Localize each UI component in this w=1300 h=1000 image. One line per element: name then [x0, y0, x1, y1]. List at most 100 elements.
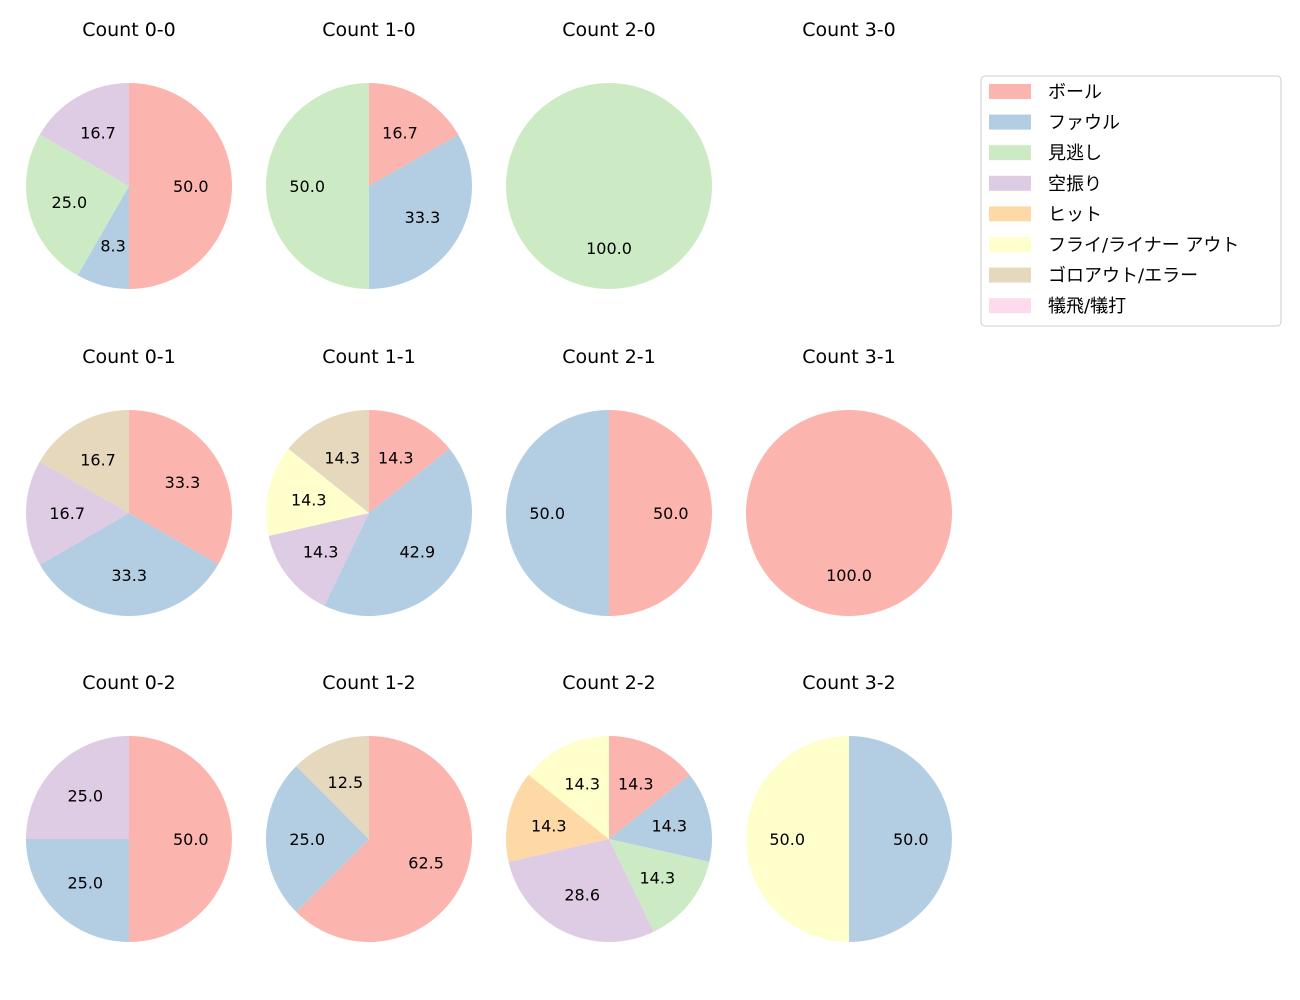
legend-swatch: [989, 114, 1031, 130]
slice-value-label: 33.3: [165, 473, 201, 492]
legend-label: 空振り: [1048, 174, 1102, 195]
pie-title: Count 1-2: [322, 672, 416, 694]
pie-count-0-1: Count 0-1 33.3 33.3 16.7 16.7: [26, 346, 232, 616]
slice-value-label: 28.6: [564, 886, 600, 905]
slice-value-label: 50.0: [173, 177, 209, 196]
slice-value-label: 50.0: [653, 504, 689, 523]
pie-slice: [324, 448, 473, 617]
pie-title: Count 2-2: [562, 672, 656, 694]
slice-value-label: 50.0: [289, 177, 325, 196]
slice-value-label: 50.0: [529, 504, 565, 523]
pie-slice: [39, 83, 129, 186]
slice-value-label: 14.3: [651, 816, 687, 835]
pie-slice: [266, 766, 369, 912]
pie-title: Count 0-1: [82, 346, 176, 368]
pie-title: Count 1-0: [322, 19, 416, 41]
pie-slice: [129, 736, 232, 942]
pie-count-1-1: Count 1-1 14.3 42.9 14.3 14.3 14.3: [265, 346, 473, 617]
slice-value-label: 42.9: [400, 543, 436, 562]
pie-count-1-2: Count 1-2 62.5 25.0 12.5: [266, 672, 473, 943]
pie-slice: [369, 410, 450, 513]
legend-label: フライ/ライナー アウト: [1048, 235, 1239, 256]
slice-value-label: 100.0: [826, 566, 872, 585]
pie-slice: [40, 513, 219, 616]
legend-label: ヒット: [1048, 204, 1102, 225]
pie-count-1-0: Count 1-0 16.7 33.3 50.0: [266, 19, 472, 289]
pie-slice: [746, 736, 849, 942]
slice-value-label: 16.7: [80, 124, 116, 143]
pie-slice: [369, 83, 459, 186]
pie-slice: [296, 736, 369, 839]
legend-item: 見逃し: [989, 143, 1102, 164]
pie-count-2-0: Count 2-0 100.0: [506, 19, 712, 289]
legend-item: ヒット: [989, 204, 1102, 225]
pie-slice: [508, 839, 654, 943]
pie-slice: [288, 410, 369, 513]
pie-title: Count 3-0: [802, 19, 896, 41]
pie-slice: [528, 736, 609, 839]
legend-swatch: [989, 145, 1031, 161]
pie-count-2-2: Count 2-2 14.3 14.3 14.3 28.6 14.3 14.3: [505, 672, 713, 943]
pie-count-0-0: Count 0-0 50.0 8.3 25.0 16.7: [26, 19, 232, 289]
slice-value-label: 16.7: [80, 451, 116, 470]
legend-swatch: [989, 298, 1031, 314]
pie-slice: [609, 736, 690, 839]
pie-slice: [26, 736, 129, 839]
pie-count-2-1: Count 2-1 50.0 50.0: [506, 346, 712, 616]
slice-value-label: 14.3: [291, 490, 327, 509]
pie-count-3-0: Count 3-0: [802, 19, 896, 41]
pie-slice: [26, 134, 129, 276]
legend-label: 見逃し: [1048, 143, 1102, 164]
pie-title: Count 1-1: [322, 346, 416, 368]
slice-value-label: 14.3: [564, 774, 600, 793]
pie-slice: [506, 410, 609, 616]
slice-value-label: 50.0: [769, 830, 805, 849]
pie-slice: [609, 774, 713, 862]
legend-item: フライ/ライナー アウト: [989, 235, 1239, 256]
slice-value-label: 14.3: [640, 869, 676, 888]
slice-value-label: 16.7: [382, 124, 418, 143]
legend-frame: [980, 75, 1282, 327]
slice-value-label: 8.3: [100, 237, 125, 256]
legend-label: ボール: [1048, 82, 1102, 103]
pie-slice: [609, 839, 710, 932]
pie-count-3-1: Count 3-1 100.0: [746, 346, 952, 616]
pie-slice: [26, 839, 129, 942]
legend-swatch: [989, 84, 1031, 99]
pie-title: Count 2-0: [562, 19, 656, 41]
legend-item: ボール: [989, 82, 1102, 103]
slice-value-label: 12.5: [328, 773, 364, 792]
slice-value-label: 14.3: [618, 774, 654, 793]
pie-count-0-2: Count 0-2 50.0 25.0 25.0: [26, 672, 232, 942]
slice-value-label: 50.0: [893, 830, 929, 849]
slice-value-label: 62.5: [408, 854, 444, 873]
pie-slice: [746, 410, 952, 616]
slice-value-label: 100.0: [586, 239, 632, 258]
legend-swatch: [989, 206, 1031, 222]
pie-title: Count 0-0: [82, 19, 176, 41]
legend-label: ファウル: [1048, 113, 1120, 134]
pie-slice: [129, 410, 232, 565]
legend-item: ファウル: [989, 113, 1120, 134]
pie-slice: [505, 774, 609, 862]
legend-swatch: [989, 237, 1031, 252]
pie-slice: [265, 448, 369, 536]
slice-value-label: 25.0: [289, 830, 325, 849]
legend-item: ゴロアウト/エラー: [989, 266, 1198, 287]
slice-value-label: 14.3: [378, 448, 414, 467]
legend-label: 犠飛/犠打: [1048, 296, 1126, 317]
pie-title: Count 3-2: [802, 672, 896, 694]
pie-slice: [369, 134, 472, 289]
slice-value-label: 25.0: [67, 874, 103, 893]
slice-value-label: 14.3: [303, 543, 339, 562]
slice-value-label: 33.3: [405, 208, 441, 227]
pie-slice: [39, 410, 129, 513]
pie-count-3-2: Count 3-2 50.0 50.0: [746, 672, 952, 942]
pie-slice: [129, 83, 232, 289]
pie-slice: [26, 461, 130, 565]
slice-value-label: 25.0: [67, 786, 103, 805]
pie-slice: [296, 736, 473, 943]
pie-title: Count 0-2: [82, 672, 176, 694]
